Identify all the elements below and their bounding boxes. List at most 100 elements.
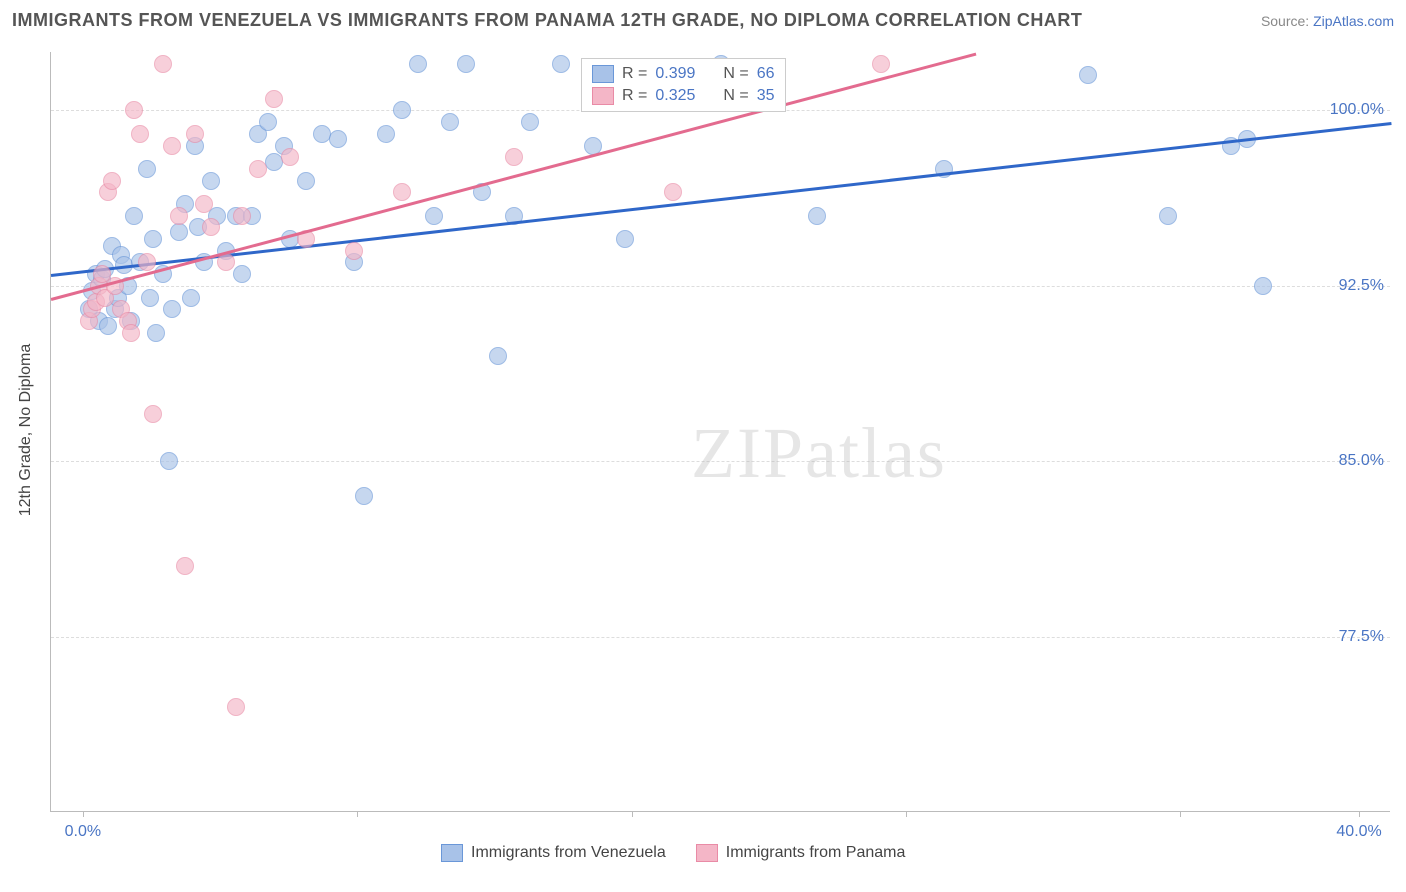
scatter-point-panama xyxy=(125,101,143,119)
scatter-point-panama xyxy=(345,242,363,260)
trend-line-venezuela xyxy=(51,122,1391,276)
scatter-point-venezuela xyxy=(457,55,475,73)
n-label: N = xyxy=(723,65,748,83)
scatter-point-panama xyxy=(131,125,149,143)
scatter-point-venezuela xyxy=(521,113,539,131)
scatter-point-panama xyxy=(163,137,181,155)
x-tick-label: 0.0% xyxy=(65,823,101,841)
scatter-point-venezuela xyxy=(233,265,251,283)
scatter-point-venezuela xyxy=(616,230,634,248)
scatter-point-venezuela xyxy=(329,130,347,148)
plot-area: 77.5%85.0%92.5%100.0%0.0%40.0%ZIPatlasR … xyxy=(50,52,1390,812)
x-tick xyxy=(1359,811,1360,817)
y-axis-title: 12th Grade, No Diploma xyxy=(17,344,35,517)
watermark: ZIPatlas xyxy=(691,412,947,495)
scatter-point-venezuela xyxy=(441,113,459,131)
legend-swatch-panama xyxy=(592,87,614,105)
scatter-point-panama xyxy=(505,148,523,166)
r-label: R = xyxy=(622,65,647,83)
x-tick xyxy=(357,811,358,817)
scatter-point-panama xyxy=(281,148,299,166)
x-tick-label: 40.0% xyxy=(1336,823,1381,841)
x-tick xyxy=(906,811,907,817)
legend-swatch-panama xyxy=(696,844,718,862)
legend-label: Immigrants from Venezuela xyxy=(471,844,666,862)
legend-swatch-venezuela xyxy=(592,65,614,83)
scatter-point-venezuela xyxy=(259,113,277,131)
trend-line-panama xyxy=(51,52,977,300)
legend-swatch-venezuela xyxy=(441,844,463,862)
title-row: IMMIGRANTS FROM VENEZUELA VS IMMIGRANTS … xyxy=(12,10,1394,31)
r-value: 0.325 xyxy=(655,87,695,105)
legend-series: Immigrants from Venezuela Immigrants from… xyxy=(441,844,905,862)
scatter-point-venezuela xyxy=(182,289,200,307)
r-value: 0.399 xyxy=(655,65,695,83)
r-label: R = xyxy=(622,87,647,105)
source-prefix: Source: xyxy=(1261,13,1313,29)
gridline xyxy=(51,286,1390,287)
scatter-point-venezuela xyxy=(393,101,411,119)
scatter-point-venezuela xyxy=(409,55,427,73)
gridline xyxy=(51,637,1390,638)
legend-label: Immigrants from Panama xyxy=(726,844,906,862)
scatter-point-venezuela xyxy=(377,125,395,143)
n-value: 35 xyxy=(757,87,775,105)
legend-row-venezuela: R = 0.399 N = 66 xyxy=(592,63,775,85)
scatter-point-panama xyxy=(195,195,213,213)
scatter-point-venezuela xyxy=(202,172,220,190)
scatter-point-venezuela xyxy=(297,172,315,190)
scatter-point-venezuela xyxy=(170,223,188,241)
scatter-point-panama xyxy=(249,160,267,178)
chart-title: IMMIGRANTS FROM VENEZUELA VS IMMIGRANTS … xyxy=(12,10,1082,31)
scatter-point-panama xyxy=(186,125,204,143)
scatter-point-panama xyxy=(233,207,251,225)
scatter-point-venezuela xyxy=(808,207,826,225)
scatter-point-panama xyxy=(664,183,682,201)
scatter-point-venezuela xyxy=(125,207,143,225)
scatter-point-venezuela xyxy=(1159,207,1177,225)
scatter-point-venezuela xyxy=(1079,66,1097,84)
source-link[interactable]: ZipAtlas.com xyxy=(1313,13,1394,29)
scatter-point-panama xyxy=(144,405,162,423)
gridline xyxy=(51,461,1390,462)
scatter-point-panama xyxy=(103,172,121,190)
scatter-point-venezuela xyxy=(489,347,507,365)
y-tick-label: 92.5% xyxy=(1339,277,1384,295)
x-tick xyxy=(1180,811,1181,817)
scatter-point-panama xyxy=(872,55,890,73)
legend-correlation: R = 0.399 N = 66 R = 0.325 N = 35 xyxy=(581,58,786,112)
scatter-point-venezuela xyxy=(355,487,373,505)
scatter-point-venezuela xyxy=(144,230,162,248)
scatter-point-venezuela xyxy=(425,207,443,225)
y-tick-label: 77.5% xyxy=(1339,628,1384,646)
y-tick-label: 100.0% xyxy=(1330,101,1384,119)
scatter-point-panama xyxy=(170,207,188,225)
scatter-point-panama xyxy=(227,698,245,716)
y-tick-label: 85.0% xyxy=(1339,452,1384,470)
scatter-point-venezuela xyxy=(99,317,117,335)
scatter-point-panama xyxy=(393,183,411,201)
scatter-point-venezuela xyxy=(141,289,159,307)
scatter-point-panama xyxy=(217,253,235,271)
scatter-point-venezuela xyxy=(1254,277,1272,295)
scatter-point-venezuela xyxy=(147,324,165,342)
scatter-point-venezuela xyxy=(163,300,181,318)
source-attribution: Source: ZipAtlas.com xyxy=(1261,13,1394,29)
n-label: N = xyxy=(723,87,748,105)
scatter-point-panama xyxy=(154,55,172,73)
scatter-point-venezuela xyxy=(552,55,570,73)
x-tick xyxy=(83,811,84,817)
scatter-point-venezuela xyxy=(160,452,178,470)
scatter-point-panama xyxy=(122,324,140,342)
plot-canvas: 77.5%85.0%92.5%100.0%0.0%40.0%ZIPatlasR … xyxy=(50,52,1390,812)
legend-row-panama: R = 0.325 N = 35 xyxy=(592,85,775,107)
scatter-point-panama xyxy=(265,90,283,108)
scatter-point-panama xyxy=(176,557,194,575)
scatter-point-venezuela xyxy=(138,160,156,178)
scatter-point-panama xyxy=(138,253,156,271)
legend-item-panama: Immigrants from Panama xyxy=(696,844,906,862)
scatter-point-panama xyxy=(202,218,220,236)
legend-item-venezuela: Immigrants from Venezuela xyxy=(441,844,666,862)
x-tick xyxy=(632,811,633,817)
n-value: 66 xyxy=(757,65,775,83)
